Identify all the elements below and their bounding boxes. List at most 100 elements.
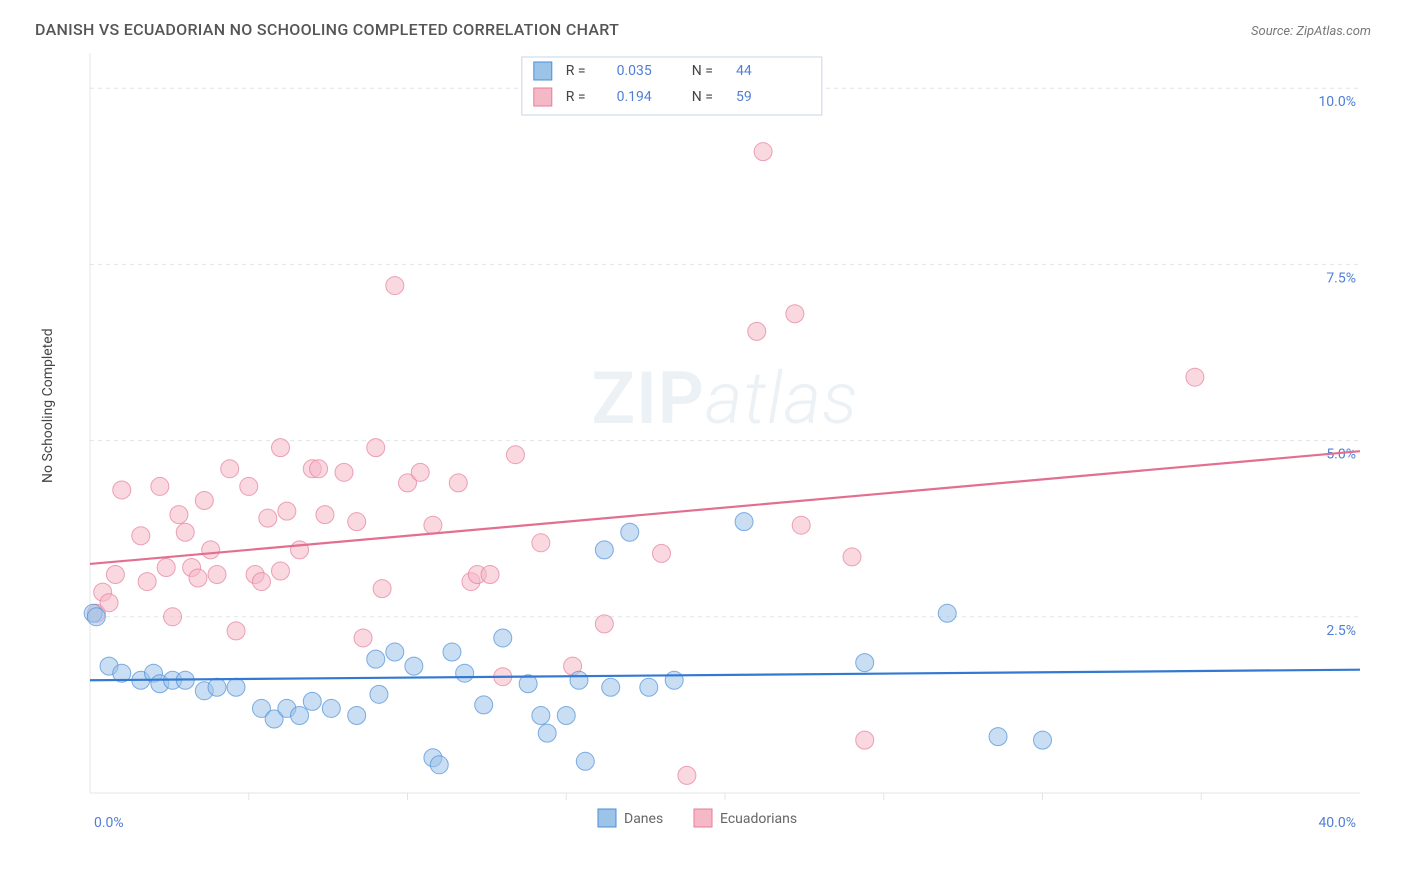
danes-point: [621, 523, 639, 541]
ecuadorians-point: [138, 573, 156, 591]
ecuadorians-point: [481, 566, 499, 584]
ecuadorians-point: [278, 502, 296, 520]
ecuadorians-point: [754, 143, 772, 161]
ecuadorians-point: [843, 548, 861, 566]
danes-point: [856, 654, 874, 672]
ecuadorians-point: [316, 506, 334, 524]
legend-n-value: 44: [736, 63, 752, 79]
ecuadorians-point: [151, 477, 169, 495]
trend-line-danes: [90, 670, 1360, 681]
legend-n-label: N =: [692, 63, 713, 79]
ecuadorians-point: [164, 608, 182, 626]
danes-point: [87, 608, 105, 626]
danes-point: [291, 706, 309, 724]
danes-point: [208, 678, 226, 696]
ecuadorians-point: [373, 580, 391, 598]
ecuadorians-point: [100, 594, 118, 612]
danes-point: [322, 699, 340, 717]
ecuadorians-point: [856, 731, 874, 749]
y-axis-label: No Schooling Completed: [40, 328, 56, 483]
danes-point: [430, 756, 448, 774]
ecuadorians-point: [221, 460, 239, 478]
legend-n-value: 59: [736, 89, 752, 105]
legend-r-label: R =: [566, 89, 586, 105]
ecuadorians-point: [386, 277, 404, 295]
danes-point: [665, 671, 683, 689]
ecuadorians-point: [424, 516, 442, 534]
danes-point: [735, 513, 753, 531]
danes-point: [557, 706, 575, 724]
watermark: ZIPatlas: [592, 356, 859, 441]
scatter-chart: 2.5%5.0%7.5%10.0%0.0%40.0%No Schooling C…: [30, 43, 1376, 843]
ecuadorians-point: [348, 513, 366, 531]
ecuadorians-point: [252, 573, 270, 591]
ecuadorians-point: [532, 534, 550, 552]
ecuadorians-point: [106, 566, 124, 584]
danes-point: [386, 643, 404, 661]
danes-point: [595, 541, 613, 559]
legend-swatch: [534, 62, 552, 80]
x-start-label: 0.0%: [94, 815, 124, 831]
footer-legend-swatch: [694, 809, 712, 827]
ecuadorians-point: [506, 446, 524, 464]
danes-point: [602, 678, 620, 696]
ecuadorians-point: [113, 481, 131, 499]
ecuadorians-point: [176, 523, 194, 541]
danes-point: [443, 643, 461, 661]
ecuadorians-point: [240, 477, 258, 495]
y-grid-label: 2.5%: [1326, 623, 1356, 639]
ecuadorians-point: [310, 460, 328, 478]
danes-point: [303, 692, 321, 710]
ecuadorians-point: [1186, 368, 1204, 386]
ecuadorians-point: [227, 622, 245, 640]
legend-swatch: [534, 88, 552, 106]
y-grid-label: 10.0%: [1318, 94, 1356, 110]
footer-legend-swatch: [598, 809, 616, 827]
source-attribution: Source: ZipAtlas.com: [1251, 24, 1371, 39]
danes-point: [938, 604, 956, 622]
ecuadorians-point: [678, 766, 696, 784]
danes-point: [456, 664, 474, 682]
danes-point: [576, 752, 594, 770]
danes-point: [370, 685, 388, 703]
y-grid-label: 7.5%: [1326, 270, 1356, 286]
ecuadorians-point: [786, 305, 804, 323]
ecuadorians-point: [208, 566, 226, 584]
legend-r-value: 0.035: [617, 63, 652, 79]
ecuadorians-point: [411, 463, 429, 481]
ecuadorians-point: [595, 615, 613, 633]
ecuadorians-point: [335, 463, 353, 481]
danes-point: [494, 629, 512, 647]
ecuadorians-point: [653, 544, 671, 562]
ecuadorians-point: [291, 541, 309, 559]
ecuadorians-point: [367, 439, 385, 457]
ecuadorians-point: [195, 492, 213, 510]
ecuadorians-point: [272, 562, 290, 580]
legend-n-label: N =: [692, 89, 713, 105]
ecuadorians-point: [354, 629, 372, 647]
ecuadorians-point: [202, 541, 220, 559]
legend-r-label: R =: [566, 63, 586, 79]
ecuadorians-point: [449, 474, 467, 492]
ecuadorians-point: [189, 569, 207, 587]
footer-legend-label: Danes: [624, 811, 663, 827]
danes-point: [532, 706, 550, 724]
danes-point: [570, 671, 588, 689]
x-end-label: 40.0%: [1318, 815, 1356, 831]
danes-point: [640, 678, 658, 696]
ecuadorians-point: [170, 506, 188, 524]
ecuadorians-point: [748, 322, 766, 340]
ecuadorians-point: [792, 516, 810, 534]
danes-point: [989, 728, 1007, 746]
ecuadorians-point: [132, 527, 150, 545]
danes-point: [367, 650, 385, 668]
ecuadorians-point: [157, 558, 175, 576]
danes-point: [227, 678, 245, 696]
ecuadorians-point: [259, 509, 277, 527]
danes-point: [475, 696, 493, 714]
legend-r-value: 0.194: [617, 89, 652, 105]
ecuadorians-point: [272, 439, 290, 457]
chart-title: DANISH VS ECUADORIAN NO SCHOOLING COMPLE…: [35, 20, 619, 39]
footer-legend-label: Ecuadorians: [720, 811, 797, 827]
danes-point: [405, 657, 423, 675]
